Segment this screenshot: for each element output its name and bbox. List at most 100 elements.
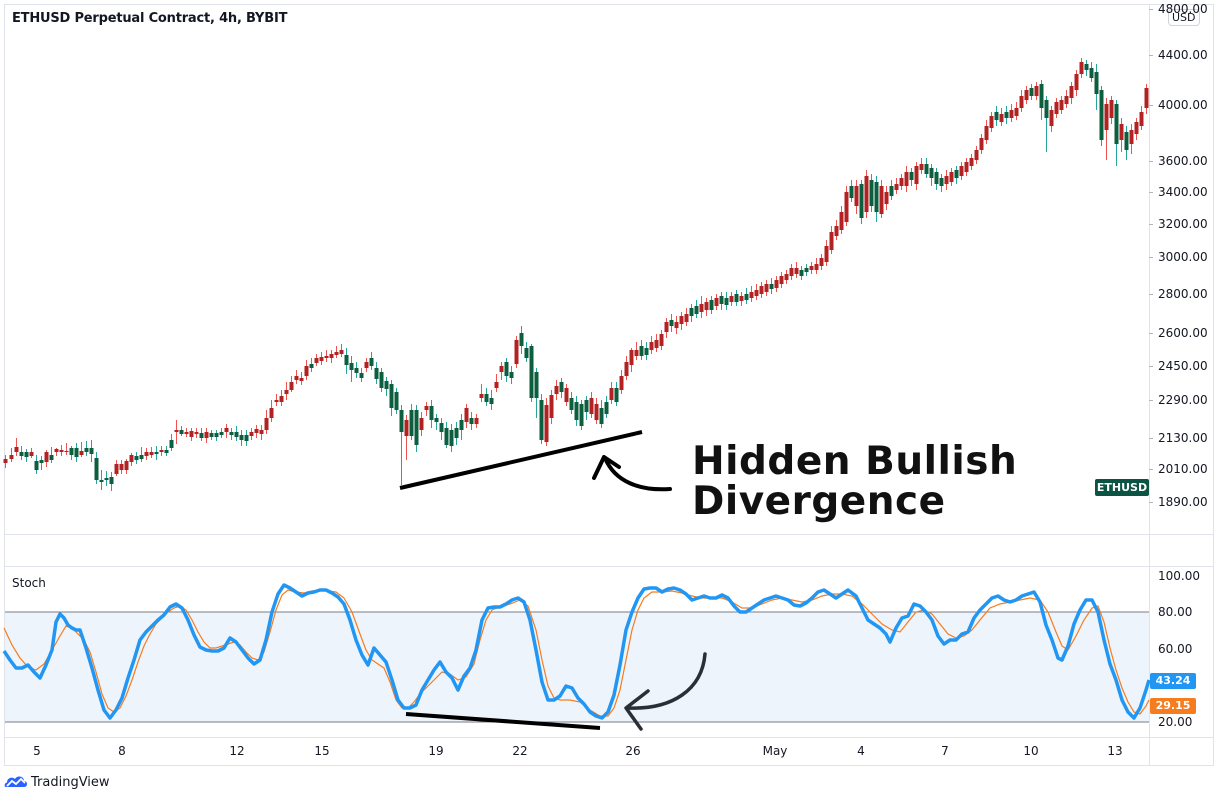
candle-bearish (549, 390, 554, 424)
stoch-curved-arrow-icon (624, 652, 707, 731)
candle-bullish (574, 396, 579, 426)
stoch-indicator-label[interactable]: Stoch (12, 576, 46, 590)
candle-bullish (229, 428, 234, 440)
time-axis-label: 22 (512, 744, 528, 758)
candle-bullish (539, 394, 544, 444)
candle-bearish (3, 455, 8, 468)
stoch-trendline[interactable] (405, 712, 601, 730)
candle-bearish (1049, 106, 1054, 132)
candle-bullish (34, 455, 39, 474)
stoch-axis-label: 100.00 (1158, 569, 1200, 583)
divergence-annotation: Hidden Bullish Divergence (692, 442, 1017, 522)
candle-bearish (474, 414, 479, 428)
candle-bearish (284, 382, 289, 400)
candle-bullish (489, 390, 494, 410)
stoch-chart-canvas[interactable] (0, 0, 1150, 740)
candle-bearish (324, 350, 329, 362)
price-axis-tick (1149, 333, 1153, 334)
candle-bullish (579, 400, 584, 430)
candle-bullish (694, 300, 699, 318)
candle-bullish (559, 378, 564, 398)
chart-title: ETHUSD Perpetual Contract, 4h, BYBIT (12, 11, 288, 26)
currency-badge[interactable]: USD (1168, 9, 1200, 26)
candle-bearish (479, 384, 484, 402)
candle-bullish (849, 180, 854, 202)
candle-bearish (544, 398, 549, 446)
candle-bearish (144, 448, 149, 460)
candle-bearish (514, 336, 519, 368)
candle-bullish (384, 377, 389, 396)
candle-bearish (989, 112, 994, 132)
candle-bullish (529, 344, 534, 402)
candle-bullish (519, 326, 524, 354)
tradingview-cloud-icon (4, 776, 27, 787)
candle-bearish (664, 318, 669, 338)
price-axis-tick (1149, 294, 1153, 295)
candle-bearish (424, 402, 429, 416)
time-axis-label: 5 (33, 744, 41, 758)
candle-bearish (1054, 98, 1059, 118)
candle-bullish (889, 180, 894, 200)
candle-bullish (1039, 80, 1044, 120)
tradingview-logo[interactable]: TradingView (4, 774, 110, 790)
candle-bearish (974, 146, 979, 164)
price-axis-tick (1149, 502, 1153, 503)
stoch-band-fill (5, 612, 1149, 722)
candle-bearish (794, 262, 799, 278)
candle-bearish (319, 352, 324, 365)
candle-bearish (919, 158, 924, 174)
candle-bearish (839, 206, 844, 234)
candle-bearish (814, 258, 819, 274)
candle-bullish (1029, 84, 1034, 100)
candle-bearish (764, 280, 769, 296)
time-axis-label: 26 (625, 744, 641, 758)
candle-bullish (154, 446, 159, 460)
candle-bullish (354, 362, 359, 378)
candle-bearish (224, 424, 229, 438)
price-trendline[interactable] (399, 430, 643, 490)
candle-bullish (19, 446, 24, 460)
price-chart-canvas[interactable] (0, 0, 1150, 535)
candle-bullish (744, 288, 749, 304)
candle-bullish (454, 422, 459, 445)
candle-bullish (449, 424, 454, 452)
candle-bearish (684, 308, 689, 326)
candle-bearish (1059, 96, 1064, 114)
candle-bullish (1099, 86, 1104, 146)
candle-bearish (269, 400, 274, 422)
candle-bearish (279, 390, 284, 406)
price-curved-arrow-icon (592, 455, 672, 492)
candle-bullish (534, 368, 539, 418)
candle-bearish (1129, 124, 1134, 154)
price-axis-label: 2450.00 (1158, 359, 1208, 373)
time-axis-label: 7 (941, 744, 949, 758)
candle-bearish (1109, 96, 1114, 124)
candle-bearish (999, 108, 1004, 126)
candle-bearish (784, 270, 789, 284)
candle-bearish (894, 178, 899, 194)
candle-bearish (779, 272, 784, 288)
price-axis-divider (1149, 4, 1150, 766)
price-axis-label: 4800.00 (1158, 2, 1208, 16)
candle-bearish (404, 415, 409, 460)
candle-bearish (44, 450, 49, 467)
candle-bullish (179, 426, 184, 436)
candle-bearish (1104, 98, 1109, 160)
candle-bearish (649, 336, 654, 354)
candle-bullish (74, 443, 79, 462)
candle-bullish (414, 405, 419, 452)
candle-bearish (819, 254, 824, 270)
candle-bullish (804, 264, 809, 276)
candle-bearish (739, 292, 744, 306)
candle-bullish (439, 418, 444, 440)
candle-bearish (339, 344, 344, 357)
stoch-axis-label: 20.00 (1158, 715, 1193, 729)
candle-bullish (994, 106, 999, 126)
time-axis-label: 8 (118, 744, 126, 758)
price-axis-tick (1149, 224, 1153, 225)
candle-bearish (979, 134, 984, 154)
candle-bearish (944, 170, 949, 190)
price-axis-label: 3400.00 (1158, 185, 1208, 199)
candle-bullish (799, 266, 804, 280)
candle-bearish (789, 264, 794, 280)
